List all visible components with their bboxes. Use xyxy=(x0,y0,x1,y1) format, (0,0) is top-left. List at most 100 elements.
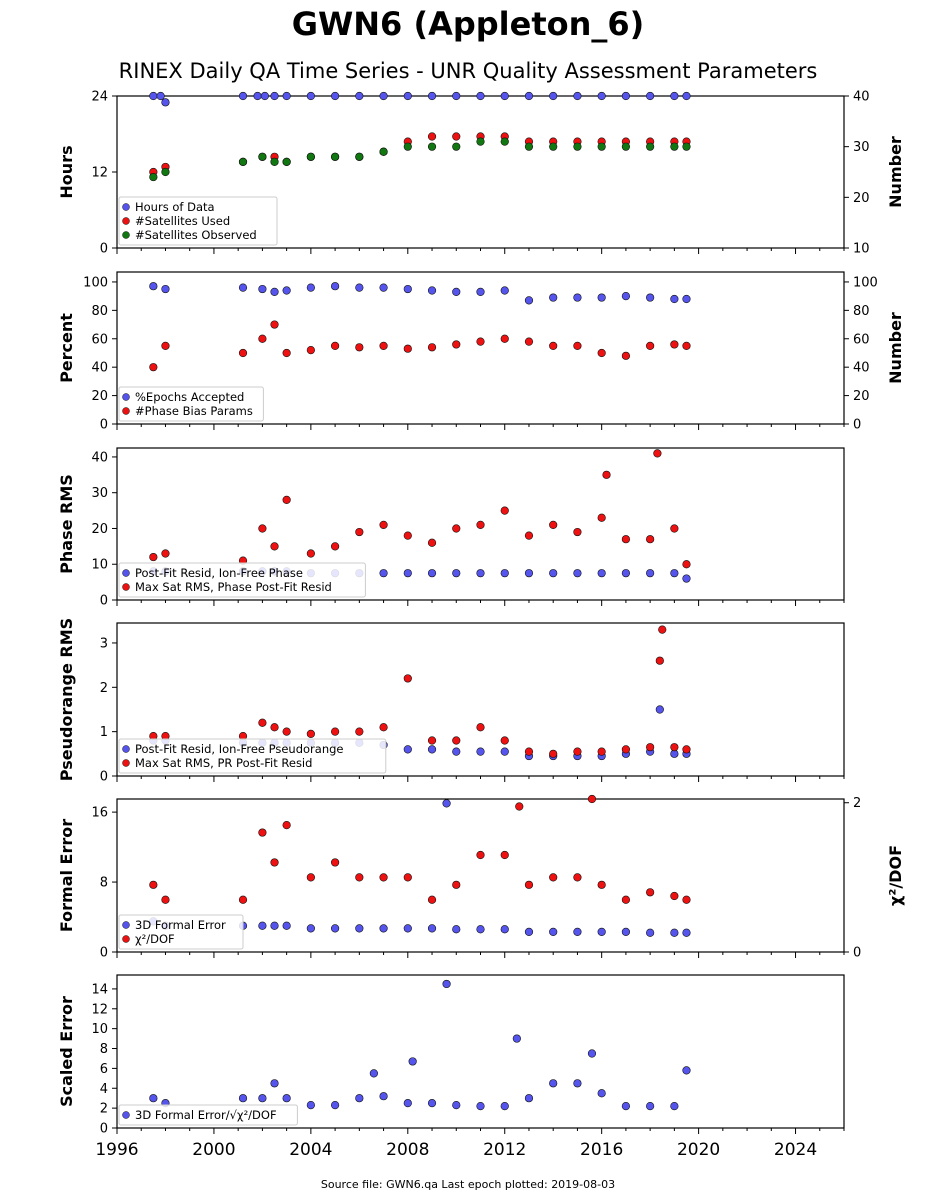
data-point xyxy=(379,91,388,101)
data-point xyxy=(427,343,437,352)
legend-label: 3D Formal Error/√χ²/DOF xyxy=(135,1108,277,1122)
data-point xyxy=(670,294,679,304)
data-point xyxy=(573,341,582,350)
data-point xyxy=(282,286,291,295)
data-point xyxy=(452,925,461,934)
data-point xyxy=(253,91,262,101)
legend-label: #Satellites Observed xyxy=(135,228,257,242)
data-point xyxy=(306,152,315,161)
figure-title: GWN6 (Appleton_6) xyxy=(292,5,645,43)
data-point xyxy=(270,723,279,732)
y-axis-label: Scaled Error xyxy=(57,996,76,1107)
footer-source: Source file: GWN6.qa Last epoch plotted:… xyxy=(321,1178,615,1191)
data-point xyxy=(621,745,631,754)
data-point xyxy=(331,727,340,736)
data-point xyxy=(282,821,291,830)
data-point xyxy=(403,91,412,101)
data-point xyxy=(379,924,388,933)
panel-6: 0 2 4 6 8 10 12 14 Scaled Error 3D Formal Error/√… xyxy=(57,974,845,1137)
data-point xyxy=(682,294,691,304)
data-point xyxy=(512,1034,521,1043)
data-point xyxy=(573,747,582,756)
legend-label: Post-Fit Resid, Ion-Free Pseudorange xyxy=(135,742,343,756)
legend-label: #Satellites Used xyxy=(135,214,230,228)
data-point xyxy=(682,928,691,937)
data-point xyxy=(573,293,582,302)
data-point xyxy=(156,91,165,101)
data-point xyxy=(587,1049,597,1058)
data-point xyxy=(161,167,170,177)
data-point xyxy=(573,927,582,936)
data-point xyxy=(452,132,461,141)
data-point xyxy=(621,142,631,151)
data-point xyxy=(306,91,315,101)
data-point xyxy=(670,524,679,533)
y-axis-label: Phase RMS xyxy=(57,474,76,574)
y-axis-label: Pseudorange RMS xyxy=(57,618,76,781)
panel-2: 0 20 40 60 80 100 0 20 40 60 80 100 Percent Number %Ep… xyxy=(57,271,905,433)
data-point xyxy=(500,334,509,343)
data-point xyxy=(524,1094,534,1103)
data-point xyxy=(282,157,291,166)
data-point xyxy=(161,341,170,350)
y-right-tick-label: 2 xyxy=(853,796,861,811)
data-point xyxy=(258,921,267,930)
data-point xyxy=(549,569,558,578)
data-point xyxy=(476,925,485,934)
legend: Hours of Data#Satellites Used#Satellites… xyxy=(118,196,278,246)
data-point xyxy=(500,506,509,515)
data-point xyxy=(646,569,655,578)
data-point xyxy=(573,527,582,537)
y-right-tick-label: 30 xyxy=(853,140,870,155)
data-point xyxy=(270,287,279,296)
data-point xyxy=(408,1057,417,1066)
data-point xyxy=(621,292,631,301)
y-tick-label: 8 xyxy=(100,1042,108,1057)
data-point xyxy=(682,341,691,350)
x-tick-label: 1996 xyxy=(95,1140,138,1160)
data-point xyxy=(258,284,267,294)
data-point xyxy=(646,928,655,937)
data-point xyxy=(452,1101,461,1110)
legend-label: Hours of Data xyxy=(135,200,215,214)
data-point xyxy=(149,282,158,291)
data-point xyxy=(621,569,631,578)
data-point xyxy=(621,535,631,544)
data-point xyxy=(379,283,388,292)
data-point xyxy=(331,152,340,161)
data-point xyxy=(306,924,315,933)
data-point xyxy=(161,98,170,107)
data-point xyxy=(355,283,364,292)
y-right-tick-label: 0 xyxy=(853,418,861,433)
y-tick-label: 0 xyxy=(100,594,108,609)
legend-marker xyxy=(122,407,130,415)
data-point xyxy=(306,283,315,292)
data-point xyxy=(621,1102,631,1111)
data-point xyxy=(524,337,534,346)
y-tick-label: 100 xyxy=(83,275,108,290)
data-point xyxy=(258,524,267,533)
data-point xyxy=(270,320,279,329)
data-point xyxy=(670,142,679,151)
legend-marker xyxy=(122,569,130,577)
data-point xyxy=(355,527,364,537)
y-tick-label: 2 xyxy=(100,681,108,696)
legend-marker xyxy=(122,745,130,753)
legend-marker xyxy=(122,921,130,929)
data-point xyxy=(379,723,388,732)
y-tick-label: 6 xyxy=(100,1062,108,1077)
data-point xyxy=(427,286,437,295)
data-point xyxy=(149,1094,158,1103)
data-point xyxy=(597,513,606,522)
data-point xyxy=(682,560,691,569)
data-point xyxy=(331,91,340,101)
data-point xyxy=(524,91,534,101)
data-point xyxy=(670,743,679,752)
legend: 3D Formal Error/√χ²/DOF xyxy=(118,1104,298,1126)
data-point xyxy=(258,828,267,837)
data-point xyxy=(238,91,248,101)
data-point xyxy=(500,286,509,295)
